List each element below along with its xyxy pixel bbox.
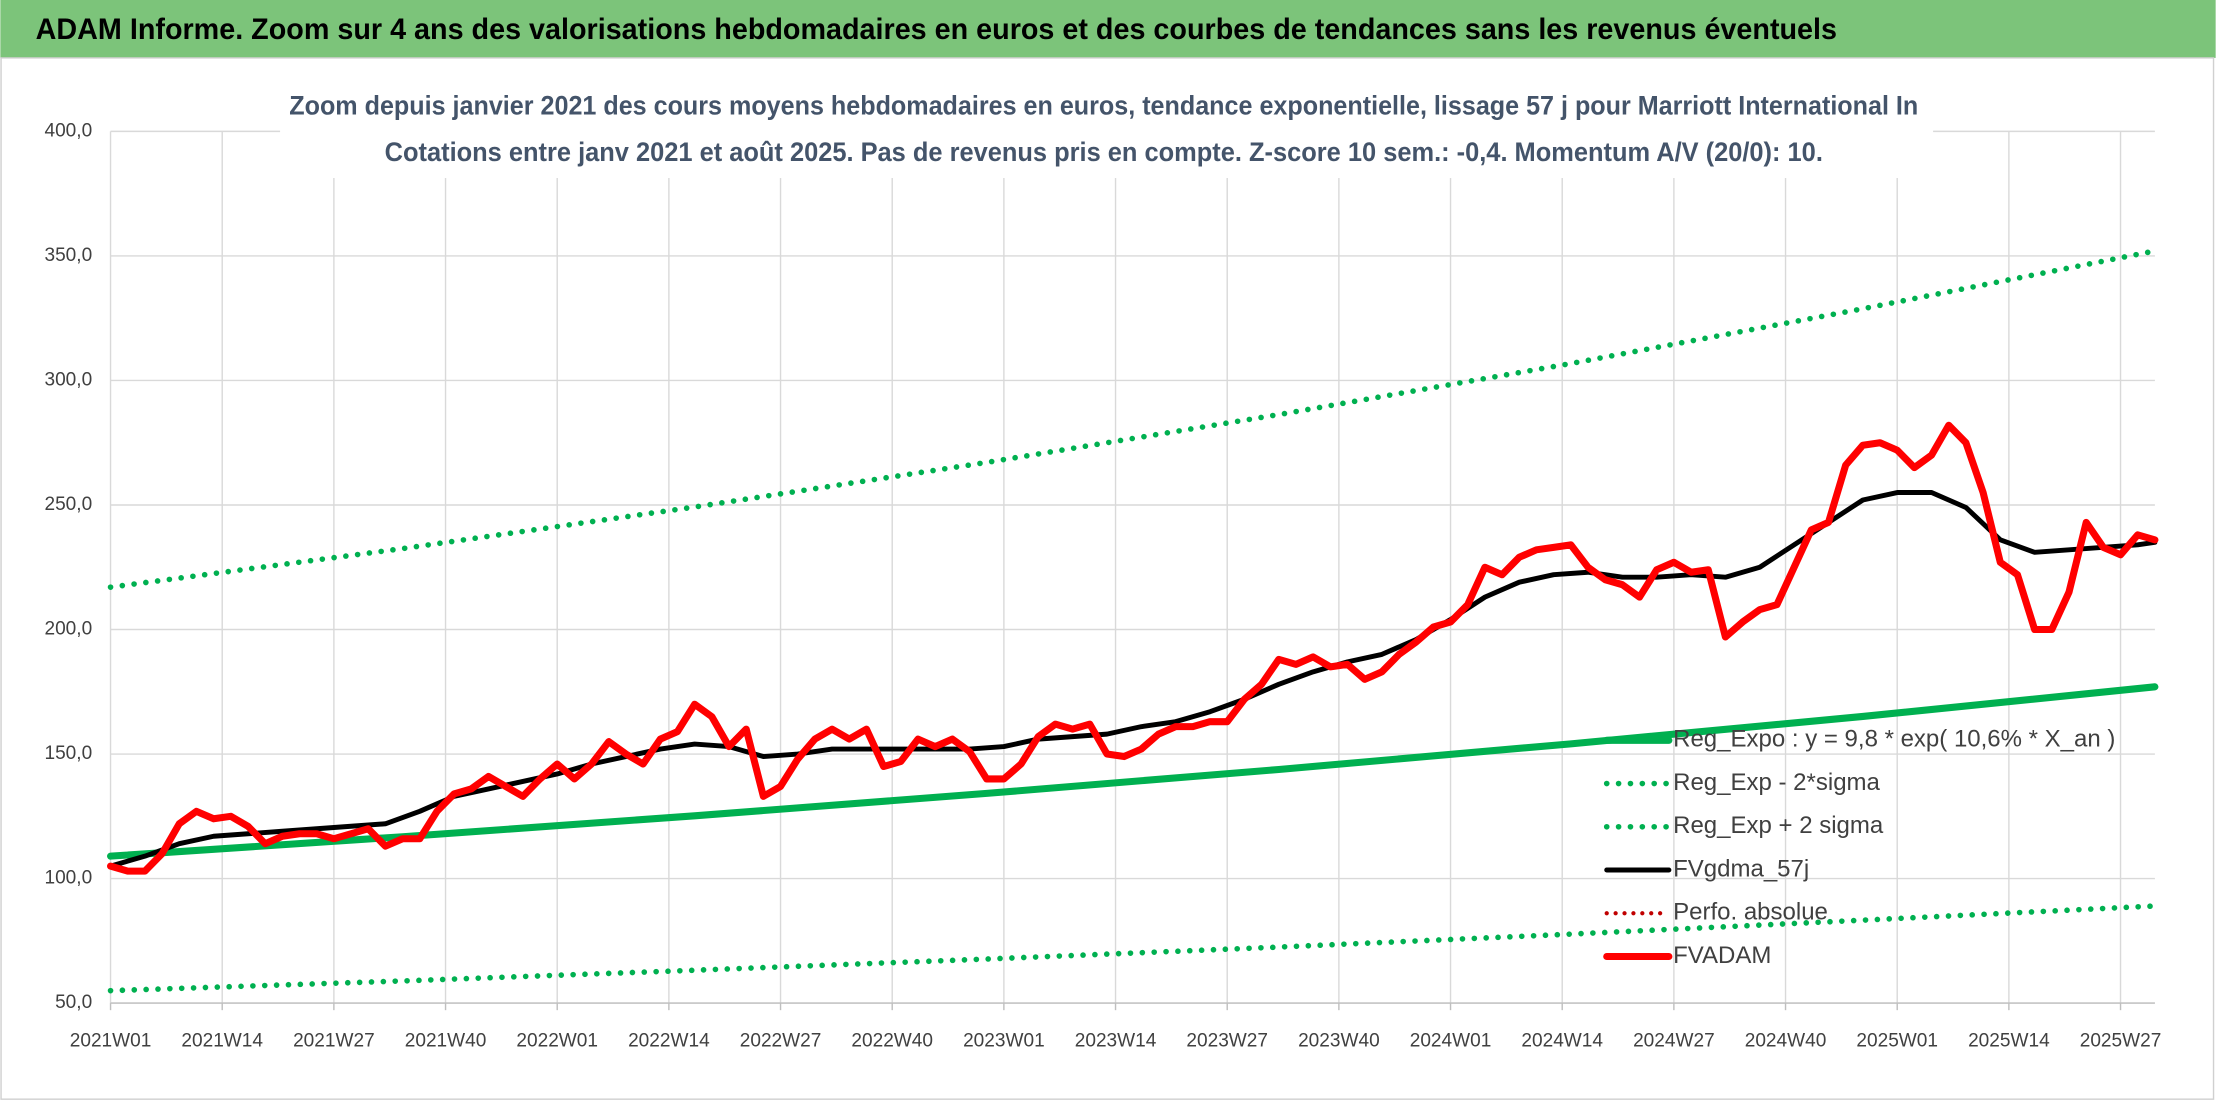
x-tick-label: 2023W14 — [1075, 1030, 1157, 1051]
legend-label: Reg_Exp - 2*sigma — [1673, 769, 1880, 796]
x-tick-label: 2021W01 — [70, 1030, 152, 1051]
x-tick-label: 2024W01 — [1410, 1030, 1492, 1051]
x-tick-label: 2022W40 — [851, 1030, 933, 1051]
chart-title: Zoom depuis janvier 2021 des cours moyen… — [289, 90, 1918, 120]
x-tick-label: 2023W27 — [1186, 1030, 1268, 1051]
y-tick-label: 300,0 — [44, 369, 92, 390]
x-tick-label: 2022W27 — [740, 1030, 822, 1051]
x-tick-label: 2023W01 — [963, 1030, 1045, 1051]
title-background — [280, 81, 1934, 179]
chart-border — [0, 57, 2215, 1100]
chart-subtitle: Cotations entre janv 2021 et août 2025. … — [385, 137, 1823, 167]
legend-label: FVgdma_57j — [1673, 855, 1809, 882]
y-tick-label: 150,0 — [44, 743, 92, 764]
x-tick-label: 2025W14 — [1968, 1030, 2050, 1051]
y-tick-label: 200,0 — [44, 619, 92, 640]
series-line — [107, 683, 2159, 860]
x-tick-label: 2023W40 — [1298, 1030, 1380, 1051]
x-tick-label: 2024W14 — [1521, 1030, 1603, 1051]
x-tick-label: 2024W27 — [1633, 1030, 1715, 1051]
x-tick-label: 2021W14 — [181, 1030, 263, 1051]
legend-label: Reg_Exp + 2 sigma — [1673, 812, 1884, 839]
y-tick-label: 250,0 — [44, 494, 92, 515]
y-tick-label: 400,0 — [44, 120, 92, 141]
x-tick-label: 2021W27 — [293, 1030, 375, 1051]
x-tick-label: 2022W01 — [516, 1030, 598, 1051]
grid — [109, 130, 2155, 1004]
y-tick-label: 350,0 — [44, 245, 92, 266]
header-bar — [0, 0, 2216, 58]
x-tick-label: 2025W27 — [2080, 1030, 2162, 1051]
series-line — [107, 903, 2158, 994]
legend-label: Perfo. absolue — [1673, 899, 1828, 926]
legend-label: Reg_Expo : y = 9,8 * exp( 10,6% * X_an ) — [1673, 726, 2115, 753]
legend-label: FVADAM — [1673, 942, 1771, 969]
x-tick-label: 2021W40 — [405, 1030, 487, 1051]
x-tick-label: 2025W01 — [1856, 1030, 1938, 1051]
x-tick-label: 2024W40 — [1745, 1030, 1827, 1051]
series-line — [107, 248, 2158, 590]
x-tick-label: 2022W14 — [628, 1030, 710, 1051]
y-tick-label: 50,0 — [55, 992, 92, 1013]
series-line — [107, 421, 2159, 875]
y-tick-label: 100,0 — [44, 868, 92, 889]
header-title: ADAM Informe. Zoom sur 4 ans des valoris… — [36, 13, 1837, 46]
